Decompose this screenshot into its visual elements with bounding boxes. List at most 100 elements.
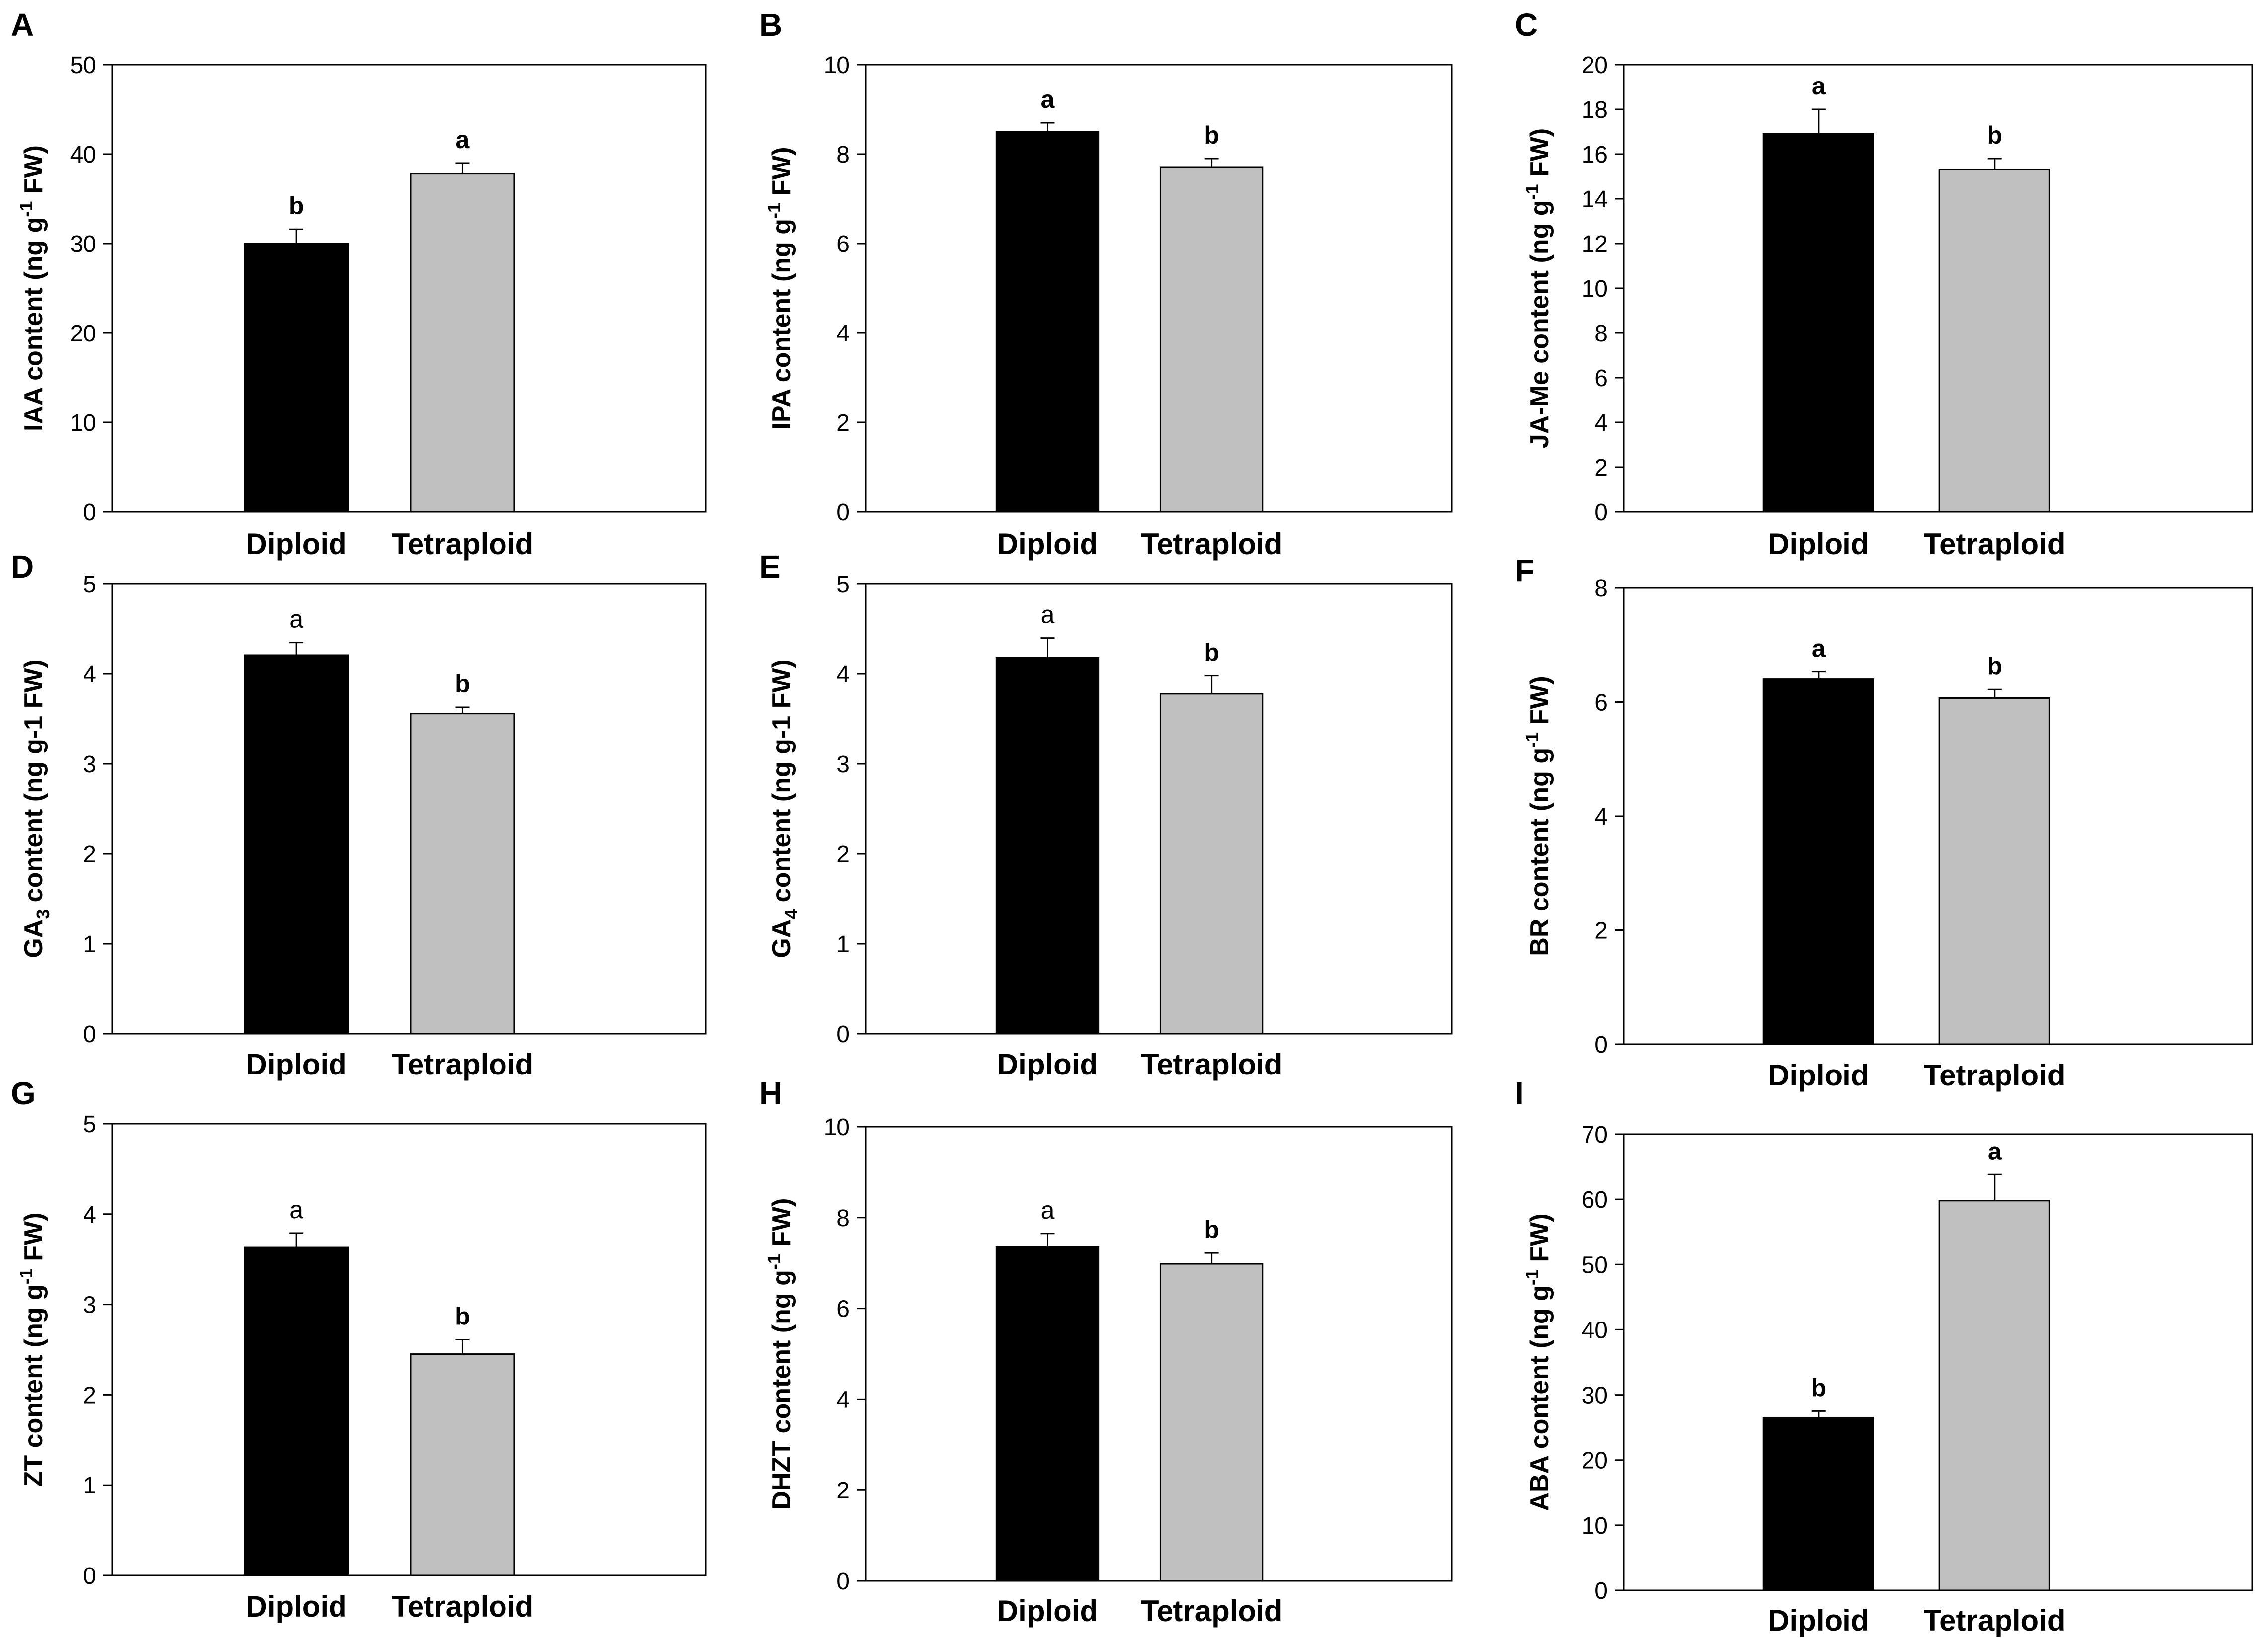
significance-h-tetraploid: b bbox=[1204, 1216, 1219, 1243]
x-category-label-a-tetraploid: Tetraploid bbox=[392, 527, 534, 561]
y-tick-label-b-4: 8 bbox=[837, 142, 850, 168]
panel-f: F 0 2 4 6 8 a Diploid b Tetraploid BR content (ng … bbox=[1515, 553, 2253, 1092]
bar-i-diploid bbox=[1762, 1416, 1874, 1591]
y-tick-label-i-1: 10 bbox=[1582, 1513, 1608, 1539]
significance-g-tetraploid: b bbox=[455, 1303, 470, 1330]
bar-e-tetraploid bbox=[1159, 693, 1264, 1035]
y-tick-label-c-4: 8 bbox=[1594, 321, 1608, 347]
y-tick-label-g-2: 2 bbox=[83, 1382, 96, 1408]
bar-b-diploid bbox=[995, 131, 1100, 513]
significance-i-tetraploid: a bbox=[1988, 1137, 2002, 1165]
y-axis-title-c: JA-Me content (ng g-1 FW) bbox=[1522, 128, 1554, 448]
y-tick-label-g-0: 0 bbox=[83, 1563, 96, 1589]
panel-d: D 0 1 2 3 4 5 a Diploid b Tetraploid GA3 content (n… bbox=[11, 549, 707, 1081]
significance-c-diploid: a bbox=[1812, 72, 1826, 100]
panel-e: E 0 1 2 3 4 5 a Diploid b Tetraploid GA4 content (n… bbox=[759, 549, 1453, 1081]
panel-letter-b: B bbox=[759, 7, 782, 43]
bar-i-tetraploid bbox=[1938, 1200, 2050, 1591]
y-axis-title-i: ABA content (ng g-1 FW) bbox=[1522, 1213, 1554, 1511]
y-tick-label-h-0: 0 bbox=[837, 1569, 850, 1595]
x-category-label-g-tetraploid: Tetraploid bbox=[392, 1590, 534, 1623]
x-category-label-i-diploid: Diploid bbox=[1768, 1604, 1869, 1637]
panel-letter-i: I bbox=[1515, 1075, 1524, 1111]
x-category-label-i-tetraploid: Tetraploid bbox=[1924, 1604, 2066, 1637]
bar-e-diploid bbox=[995, 657, 1100, 1035]
y-tick-label-a-3: 30 bbox=[70, 231, 96, 257]
y-tick-label-e-5: 5 bbox=[837, 572, 850, 598]
y-tick-label-c-0: 0 bbox=[1594, 499, 1608, 526]
significance-c-tetraploid: b bbox=[1987, 121, 2002, 149]
x-category-label-d-diploid: Diploid bbox=[246, 1048, 346, 1081]
y-tick-label-e-4: 4 bbox=[837, 661, 850, 688]
bar-b-tetraploid bbox=[1159, 166, 1264, 513]
y-tick-label-h-3: 6 bbox=[837, 1296, 850, 1322]
y-tick-label-g-3: 3 bbox=[83, 1292, 96, 1319]
bar-a-diploid bbox=[244, 243, 349, 513]
y-tick-label-i-6: 60 bbox=[1582, 1187, 1608, 1213]
y-axis-title-g: ZT content (ng g-1 FW) bbox=[16, 1213, 48, 1487]
y-tick-label-i-0: 0 bbox=[1594, 1578, 1608, 1604]
y-tick-label-a-1: 10 bbox=[70, 410, 96, 436]
y-tick-label-c-8: 16 bbox=[1582, 142, 1608, 168]
y-tick-label-a-2: 20 bbox=[70, 321, 96, 347]
panel-a: A 0 10 20 30 40 50 b Diploid a Tetraploid IAA conte… bbox=[11, 7, 707, 561]
plot-frame-f bbox=[1623, 587, 2253, 1045]
panel-letter-d: D bbox=[11, 549, 34, 584]
bar-f-diploid bbox=[1762, 678, 1874, 1045]
panel-letter-c: C bbox=[1515, 7, 1538, 43]
bar-g-tetraploid bbox=[410, 1353, 515, 1576]
plot-frame-i bbox=[1623, 1133, 2253, 1591]
y-tick-label-b-1: 2 bbox=[837, 410, 850, 436]
plot-frame-d bbox=[111, 583, 707, 1035]
panel-b: B 0 2 4 6 8 10 a Diploid b Tetraploid IPA content (… bbox=[759, 7, 1453, 561]
y-tick-label-d-5: 5 bbox=[83, 572, 96, 598]
bar-h-diploid bbox=[995, 1246, 1100, 1582]
y-tick-label-c-7: 14 bbox=[1582, 186, 1608, 213]
y-tick-label-c-6: 12 bbox=[1582, 231, 1608, 257]
y-tick-label-g-5: 5 bbox=[83, 1111, 96, 1138]
y-tick-label-e-0: 0 bbox=[837, 1021, 850, 1048]
y-tick-label-c-10: 20 bbox=[1582, 52, 1608, 79]
y-tick-label-i-4: 40 bbox=[1582, 1317, 1608, 1343]
bar-c-tetraploid bbox=[1938, 169, 2050, 513]
y-tick-label-g-1: 1 bbox=[83, 1473, 96, 1499]
y-tick-label-i-7: 70 bbox=[1582, 1122, 1608, 1148]
significance-a-diploid: b bbox=[289, 192, 304, 220]
significance-g-diploid: a bbox=[289, 1196, 303, 1224]
significance-f-tetraploid: b bbox=[1987, 652, 2002, 680]
x-category-label-f-tetraploid: Tetraploid bbox=[1924, 1059, 2066, 1092]
significance-e-diploid: a bbox=[1041, 601, 1055, 629]
y-axis-title-f: BR content (ng g-1 FW) bbox=[1522, 676, 1554, 956]
y-tick-label-f-4: 8 bbox=[1594, 576, 1608, 602]
y-tick-label-b-3: 6 bbox=[837, 231, 850, 257]
bar-g-diploid bbox=[244, 1246, 349, 1576]
bar-a-tetraploid bbox=[410, 173, 515, 513]
plot-frame-b bbox=[865, 64, 1453, 513]
panel-letter-e: E bbox=[759, 549, 781, 584]
y-tick-label-d-3: 3 bbox=[83, 751, 96, 778]
x-category-label-b-tetraploid: Tetraploid bbox=[1141, 527, 1283, 561]
y-axis-title-a: IAA content (ng g-1 FW) bbox=[16, 145, 48, 431]
significance-a-tetraploid: a bbox=[456, 126, 470, 154]
bar-d-diploid bbox=[244, 654, 349, 1035]
y-tick-label-a-5: 50 bbox=[70, 52, 96, 79]
y-axis-title-h: DHZT content (ng g-1 FW) bbox=[764, 1198, 796, 1510]
plot-frame-h bbox=[865, 1126, 1453, 1582]
y-tick-label-b-2: 4 bbox=[837, 321, 850, 347]
x-category-label-f-diploid: Diploid bbox=[1768, 1059, 1869, 1092]
y-tick-label-d-4: 4 bbox=[83, 661, 96, 688]
y-tick-label-b-0: 0 bbox=[837, 499, 850, 526]
x-category-label-e-diploid: Diploid bbox=[997, 1048, 1098, 1081]
x-category-label-b-diploid: Diploid bbox=[997, 527, 1098, 561]
x-category-label-c-tetraploid: Tetraploid bbox=[1924, 527, 2066, 561]
x-category-label-a-diploid: Diploid bbox=[246, 527, 346, 561]
y-tick-label-f-3: 6 bbox=[1594, 690, 1608, 716]
x-category-label-h-diploid: Diploid bbox=[997, 1594, 1098, 1628]
y-tick-label-f-2: 4 bbox=[1594, 804, 1608, 830]
plot-frame-c bbox=[1623, 64, 2253, 513]
y-tick-label-e-2: 2 bbox=[837, 841, 850, 868]
y-tick-label-h-1: 2 bbox=[837, 1478, 850, 1504]
y-tick-label-f-1: 2 bbox=[1594, 918, 1608, 944]
panel-c: C 0 2 4 6 8 10 12 14 16 18 20 a Diploid b Tetraploid JA-… bbox=[1515, 7, 2253, 561]
x-category-label-g-diploid: Diploid bbox=[246, 1590, 346, 1623]
